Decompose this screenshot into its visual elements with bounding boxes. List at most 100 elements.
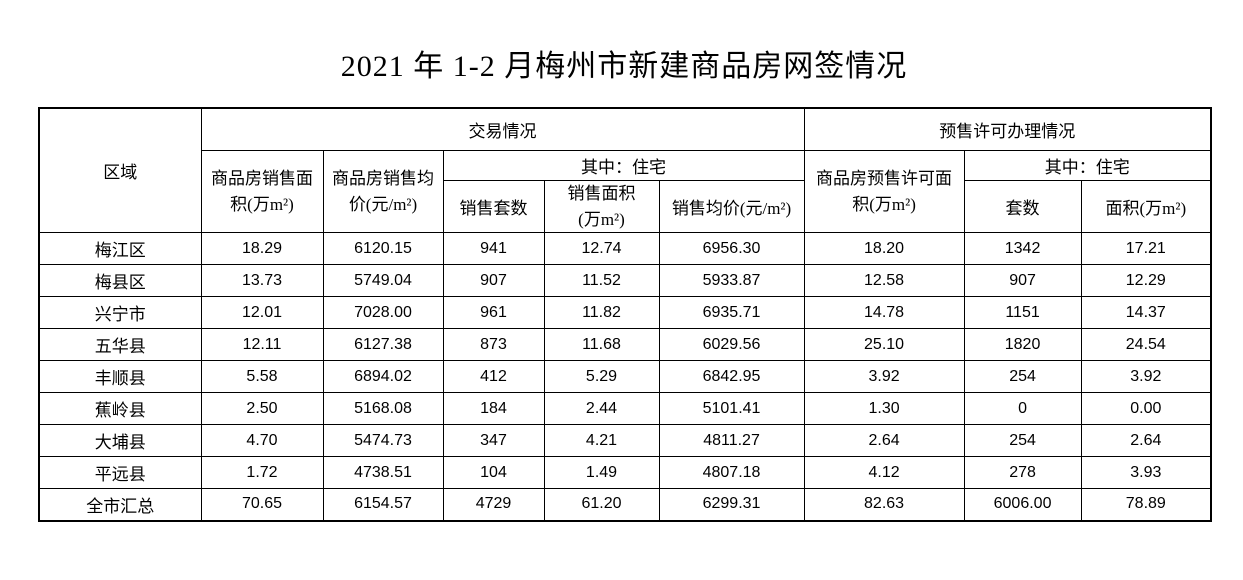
value-cell: 278 [963,456,1082,489]
value-cell: 4807.18 [658,456,805,489]
region-cell: 大埔县 [38,424,202,457]
value-cell: 0 [963,392,1082,425]
value-cell: 5168.08 [322,392,444,425]
value-cell: 1.72 [200,456,324,489]
value-cell: 12.74 [543,232,660,265]
value-cell: 6006.00 [963,488,1082,521]
value-cell: 11.52 [543,264,660,297]
data-table: 区域 交易情况 预售许可办理情况 商品房销售面 积(万m²) 商品房销售均 价(… [38,106,1213,522]
header-among-residential-transaction: 其中：住宅 [442,150,805,181]
header-region: 区域 [38,107,202,233]
value-cell: 6956.30 [658,232,805,265]
table-row: 梅县区 13.73 5749.04 907 11.52 5933.87 12.58 907 12… [38,264,1212,297]
header-presale-permit-area: 商品房预售许可面 积(万m²) [803,150,965,233]
header-sales-avg-price: 商品房销售均 价(元/m²) [322,150,444,233]
table-row: 平远县 1.72 4738.51 104 1.49 4807.18 4.12 278 3.93 [38,456,1212,489]
value-cell: 14.78 [803,296,965,329]
value-cell: 0.00 [1080,392,1212,425]
header-row-sub: 商品房销售面 积(万m²) 商品房销售均 价(元/m²) 其中：住宅 商品房预售… [39,150,1212,233]
region-cell: 梅江区 [38,232,202,265]
value-cell: 104 [442,456,545,489]
value-cell: 12.29 [1080,264,1212,297]
header-units-sold: 销售套数 [442,180,545,233]
value-cell: 2.44 [543,392,660,425]
header-row-groups: 区域 交易情况 预售许可办理情况 [38,107,1212,233]
value-cell: 941 [442,232,545,265]
region-cell: 蕉岭县 [38,392,202,425]
value-cell: 2.64 [1080,424,1212,457]
value-cell: 184 [442,392,545,425]
value-cell: 5.29 [543,360,660,393]
value-cell: 82.63 [803,488,965,521]
header-res-avg-price: 销售均价(元/m²) [658,180,805,233]
value-cell: 17.21 [1080,232,1212,265]
header-presale-res-area: 面积(万m²) [1080,180,1212,233]
value-cell: 1820 [963,328,1082,361]
value-cell: 907 [442,264,545,297]
value-cell: 12.11 [200,328,324,361]
value-cell: 4738.51 [322,456,444,489]
value-cell: 1342 [963,232,1082,265]
region-cell: 梅县区 [38,264,202,297]
header-group-transaction: 交易情况 [200,107,805,151]
header-among-residential-presale: 其中：住宅 [963,150,1212,181]
value-cell: 24.54 [1080,328,1212,361]
region-cell: 兴宁市 [38,296,202,329]
value-cell: 873 [442,328,545,361]
value-cell: 6127.38 [322,328,444,361]
value-cell: 4.21 [543,424,660,457]
value-cell: 254 [963,424,1082,457]
value-cell: 6935.71 [658,296,805,329]
table-row: 全市汇总 70.65 6154.57 4729 61.20 6299.31 82.63 600… [38,488,1212,521]
header-res-sales-area: 销售面积 (万m²) [543,180,660,233]
value-cell: 25.10 [803,328,965,361]
value-cell: 5101.41 [658,392,805,425]
value-cell: 6894.02 [322,360,444,393]
header-group-presale: 预售许可办理情况 [803,107,1212,151]
value-cell: 13.73 [200,264,324,297]
value-cell: 961 [442,296,545,329]
value-cell: 4729 [442,488,545,521]
value-cell: 1151 [963,296,1082,329]
value-cell: 7028.00 [322,296,444,329]
value-cell: 412 [442,360,545,393]
header-sales-area: 商品房销售面 积(万m²) [200,150,324,233]
value-cell: 3.93 [1080,456,1212,489]
value-cell: 6120.15 [322,232,444,265]
table-body: 梅江区 18.29 6120.15 941 12.74 6956.30 18.20 1342 1… [38,232,1212,521]
value-cell: 347 [442,424,545,457]
value-cell: 5.58 [200,360,324,393]
region-cell: 五华县 [38,328,202,361]
value-cell: 11.82 [543,296,660,329]
table-row: 梅江区 18.29 6120.15 941 12.74 6956.30 18.20 1342 1… [38,232,1212,265]
value-cell: 6029.56 [658,328,805,361]
value-cell: 6842.95 [658,360,805,393]
value-cell: 5933.87 [658,264,805,297]
value-cell: 5474.73 [322,424,444,457]
table-row: 丰顺县 5.58 6894.02 412 5.29 6842.95 3.92 254 3.92 [38,360,1212,393]
value-cell: 18.29 [200,232,324,265]
value-cell: 12.58 [803,264,965,297]
value-cell: 4811.27 [658,424,805,457]
value-cell: 2.50 [200,392,324,425]
table-row: 大埔县 4.70 5474.73 347 4.21 4811.27 2.64 254 2.64 [38,424,1212,457]
value-cell: 254 [963,360,1082,393]
table-row: 兴宁市 12.01 7028.00 961 11.82 6935.71 14.78 1151 1… [38,296,1212,329]
value-cell: 1.49 [543,456,660,489]
value-cell: 907 [963,264,1082,297]
value-cell: 61.20 [543,488,660,521]
value-cell: 11.68 [543,328,660,361]
header-presale-units: 套数 [963,180,1082,233]
value-cell: 18.20 [803,232,965,265]
value-cell: 6299.31 [658,488,805,521]
value-cell: 3.92 [803,360,965,393]
region-cell: 全市汇总 [38,488,202,521]
value-cell: 2.64 [803,424,965,457]
value-cell: 70.65 [200,488,324,521]
value-cell: 12.01 [200,296,324,329]
value-cell: 3.92 [1080,360,1212,393]
value-cell: 78.89 [1080,488,1212,521]
value-cell: 1.30 [803,392,965,425]
value-cell: 4.12 [803,456,965,489]
